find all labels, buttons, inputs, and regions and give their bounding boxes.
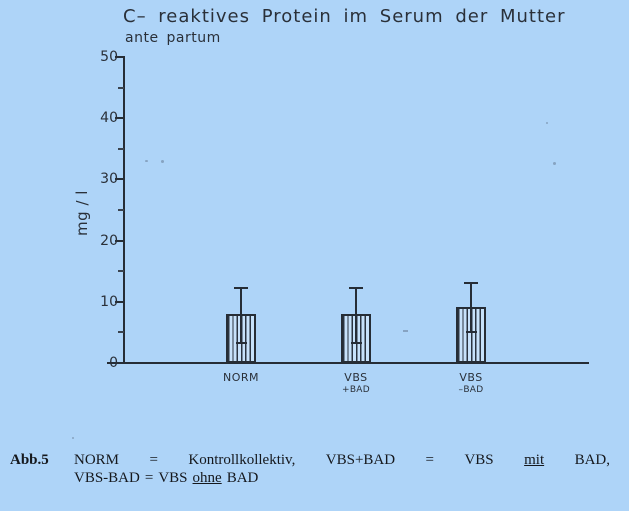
caption-line-2-text: VBS-BAD = VBS ohne BAD — [74, 470, 610, 487]
error-bar — [355, 288, 357, 344]
y-major-tick — [115, 117, 124, 120]
error-bar — [240, 288, 242, 344]
x-tick-label-line: VBS — [459, 371, 483, 384]
caption-token: Kontrollkollektiv, — [188, 452, 296, 468]
error-bar-lower-cap — [350, 342, 362, 345]
y-tick-label: 40 — [100, 110, 118, 127]
y-major-tick — [115, 300, 124, 303]
caption-token: BAD, — [574, 452, 610, 468]
y-major-tick — [115, 56, 124, 58]
caption-token: mit — [524, 452, 545, 468]
figure-number: Abb.5 — [10, 452, 49, 468]
y-tick-label: 0 — [109, 355, 118, 371]
x-tick-label-line: VBS — [344, 371, 368, 384]
caption-token: NORM — [74, 452, 120, 468]
x-tick-label: VBS +BAD — [341, 371, 371, 396]
scan-speck — [161, 160, 164, 163]
y-axis-line — [123, 56, 125, 364]
y-tick-label: 50 — [100, 49, 118, 65]
chart-subtitle: ante partum — [125, 30, 221, 46]
x-tick-label-line: +BAD — [341, 385, 371, 395]
error-bar-lower-cap — [465, 331, 477, 334]
y-minor-tick — [118, 270, 124, 273]
caption-token: BAD — [226, 470, 259, 486]
caption-token: VBS-BAD — [74, 470, 140, 486]
x-axis-line — [107, 362, 589, 364]
y-tick-label: 20 — [100, 232, 118, 249]
scan-speck — [546, 122, 548, 124]
error-bar-upper-cap — [464, 282, 478, 285]
y-minor-tick — [118, 209, 124, 211]
caption-token: VBS+BAD — [325, 452, 396, 468]
y-tick-label: 30 — [100, 171, 118, 188]
caption-token: VBS — [158, 470, 188, 486]
x-tick-label: NORM — [223, 372, 259, 384]
y-major-tick — [115, 178, 124, 181]
y-minor-tick — [118, 147, 124, 150]
y-tick-label: 10 — [100, 293, 118, 310]
error-bar — [470, 283, 472, 333]
x-tick-label-line: NORM — [222, 371, 260, 384]
x-tick-label: VBS –BAD — [458, 371, 484, 396]
chart-title: C– reaktives Protein im Serum der Mutter — [123, 6, 566, 27]
caption-token: = — [425, 452, 435, 468]
caption-line-1-text: NORM = Kontrollkollektiv, VBS+BAD = VBS mit BAD… — [74, 452, 610, 469]
caption-token: = — [149, 452, 158, 468]
scan-speck — [145, 160, 148, 162]
figure-caption: Abb.5 NORM = Kontrollkollektiv, VBS+BAD = VBS… — [10, 452, 610, 487]
scan-speck — [553, 162, 556, 165]
scan-speck — [403, 330, 408, 332]
x-tick-label-line: –BAD — [458, 385, 484, 395]
scan-speck — [72, 437, 74, 439]
caption-token: = — [144, 470, 154, 486]
caption-token: VBS — [464, 452, 494, 468]
y-major-tick — [115, 239, 124, 242]
error-bar-upper-cap — [349, 287, 363, 290]
error-bar-lower-cap — [235, 342, 247, 345]
caption-token: ohne — [192, 470, 222, 486]
y-minor-tick — [118, 86, 124, 89]
caption-line-1: Abb.5 NORM = Kontrollkollektiv, VBS+BAD = VBS… — [10, 452, 610, 469]
y-minor-tick — [118, 331, 124, 334]
error-bar-upper-cap — [234, 287, 248, 290]
